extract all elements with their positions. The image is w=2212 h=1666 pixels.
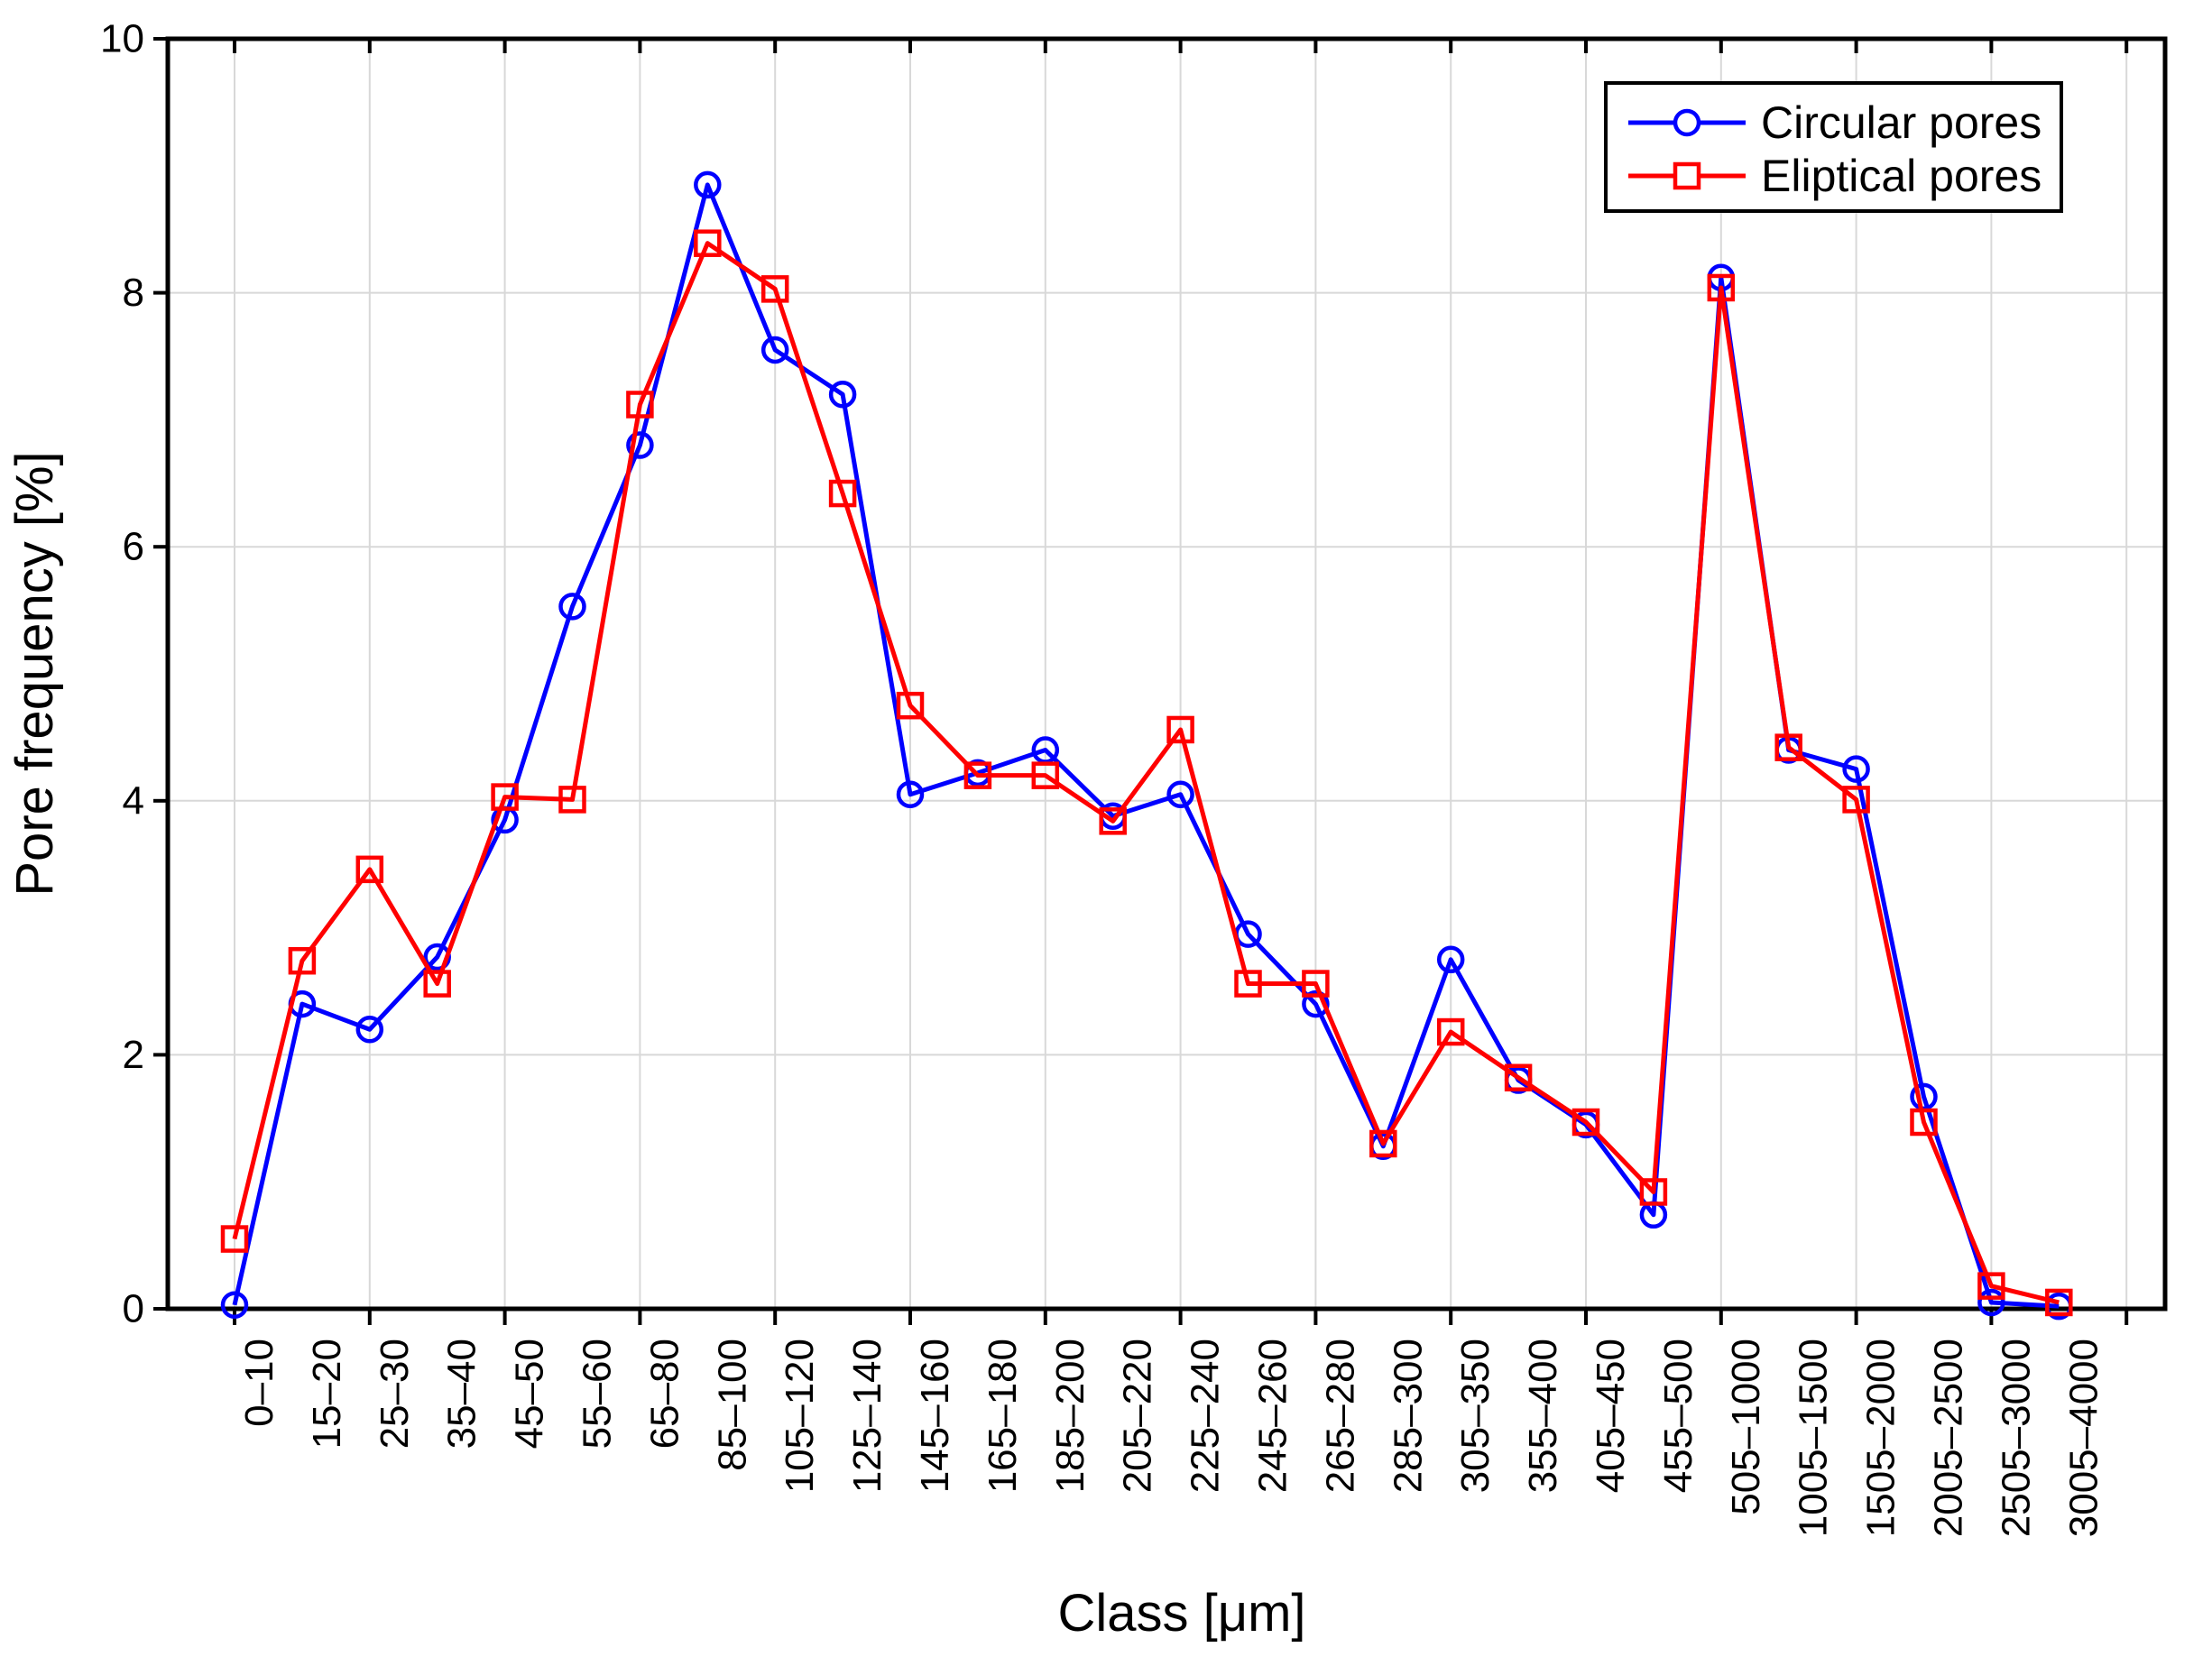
legend-box <box>1604 81 2063 213</box>
series-eliptical-pores-marker <box>1977 1272 2005 1300</box>
series-eliptical-pores-marker <box>491 783 519 811</box>
series-eliptical-pores-marker <box>626 391 654 419</box>
x-tick-label: 55–60 <box>576 1339 620 1449</box>
series-circular-pores-marker <box>760 336 789 364</box>
series-circular-pores-marker <box>1842 755 1870 783</box>
legend-label-eliptical-pores: Eliptical pores <box>1761 151 2041 201</box>
y-tick-label: 0 <box>123 1287 144 1331</box>
y-tick-label: 4 <box>123 778 144 823</box>
series-eliptical-pores-marker <box>760 275 789 303</box>
x-tick-label: 505–1000 <box>1724 1339 1768 1515</box>
series-eliptical-pores-marker <box>355 855 384 884</box>
y-tick-label: 2 <box>123 1033 144 1077</box>
series-circular-pores-marker <box>694 170 722 199</box>
series-eliptical-pores-marker <box>896 691 925 720</box>
series-eliptical-pores-marker <box>1639 1178 1668 1206</box>
series-circular-pores-marker <box>828 380 857 409</box>
x-tick-label: 125–140 <box>845 1339 889 1493</box>
x-tick-label: 205–220 <box>1116 1339 1160 1493</box>
series-eliptical-pores-marker <box>1302 970 1330 998</box>
x-tick-label: 65–80 <box>642 1339 687 1449</box>
series-eliptical-pores-marker <box>1369 1129 1397 1158</box>
x-tick-label: 3005–4000 <box>2061 1339 2106 1537</box>
legend-sample-circular-pores <box>1628 108 1746 137</box>
series-eliptical-pores-marker <box>288 946 317 975</box>
y-tick-label: 10 <box>100 17 144 61</box>
x-tick-label: 145–160 <box>913 1339 957 1493</box>
series-circular-pores-line <box>232 182 2060 1309</box>
x-tick-label: 265–280 <box>1318 1339 1362 1493</box>
x-tick-label: 85–100 <box>710 1339 754 1471</box>
series-layer <box>220 170 2073 1321</box>
x-tick-label: 45–50 <box>508 1339 552 1449</box>
series-eliptical-pores-marker <box>963 761 992 789</box>
series-eliptical-pores-marker <box>1504 1063 1533 1091</box>
x-tick-label: 405–450 <box>1589 1339 1633 1493</box>
series-eliptical-pores-line <box>232 241 2060 1305</box>
series-circular-pores-marker <box>896 780 925 809</box>
x-tick-label: 285–300 <box>1386 1339 1430 1493</box>
y-tick-label: 8 <box>123 271 144 315</box>
series-circular-pores-marker <box>558 593 586 621</box>
series-eliptical-pores-marker <box>1910 1108 1938 1137</box>
x-tick-label: 355–400 <box>1521 1339 1565 1493</box>
series-circular-pores-marker <box>626 431 654 459</box>
x-tick-label: 165–180 <box>981 1339 1025 1493</box>
x-tick-label: 225–240 <box>1184 1339 1228 1493</box>
series-eliptical-pores-marker <box>1234 970 1262 998</box>
grid-layer <box>168 39 2165 1309</box>
x-tick-label: 2005–2500 <box>1927 1339 1971 1537</box>
series-eliptical-pores-marker <box>1031 761 1060 789</box>
legend: Circular pores Eliptical pores <box>1604 81 2063 213</box>
series-circular-pores-marker <box>220 1291 249 1320</box>
x-tick-label: 185–200 <box>1048 1339 1092 1493</box>
x-tick-label: 105–120 <box>778 1339 822 1493</box>
frame-layer <box>153 36 2168 1325</box>
x-axis-title: Class [μm] <box>1057 1584 1305 1643</box>
legend-sample-eliptical-pores <box>1628 161 1746 190</box>
x-tick-label: 35–40 <box>440 1339 484 1449</box>
series-eliptical-pores-marker <box>220 1225 249 1253</box>
y-tick-label: 6 <box>123 525 144 569</box>
x-tick-label: 1005–1500 <box>1792 1339 1836 1537</box>
x-tick-label: 0–10 <box>237 1339 281 1427</box>
x-tick-label: 245–260 <box>1251 1339 1295 1493</box>
series-eliptical-pores-marker <box>1707 273 1736 302</box>
x-tick-label: 455–500 <box>1656 1339 1700 1493</box>
series-eliptical-pores-marker <box>1842 786 1870 814</box>
tick-label-layer: 0 2 4 6 8 10 0–10 15–20 25–30 35–40 45–50 55–60 65–8… <box>100 17 2106 1538</box>
x-tick-label: 1505–2000 <box>1859 1339 1903 1537</box>
series-circular-pores-marker <box>355 1015 384 1044</box>
x-tick-label: 25–30 <box>373 1339 417 1449</box>
legend-circle-marker-icon <box>1673 108 1701 137</box>
x-tick-label: 2505–3000 <box>1994 1339 2038 1537</box>
series-circular-pores-marker <box>1436 945 1465 974</box>
series-eliptical-pores-marker <box>1166 715 1194 744</box>
series-eliptical-pores-marker <box>1571 1108 1600 1137</box>
series-eliptical-pores-marker <box>558 786 586 814</box>
series-eliptical-pores-marker <box>1436 1017 1465 1046</box>
x-tick-label: 15–20 <box>305 1339 349 1449</box>
series-eliptical-pores-marker <box>1774 733 1802 761</box>
series-eliptical-pores-marker <box>828 479 857 508</box>
series-eliptical-pores-marker <box>423 970 451 998</box>
legend-label-circular-pores: Circular pores <box>1761 97 2041 148</box>
series-eliptical-pores-marker <box>694 229 722 257</box>
series-circular-pores-marker <box>1166 780 1194 809</box>
series-eliptical-pores-marker <box>2045 1288 2073 1317</box>
series-circular-pores-marker <box>1302 989 1330 1018</box>
series-circular-pores-marker <box>1977 1288 2005 1317</box>
y-axis-title: Pore frequency [%] <box>5 451 64 896</box>
series-eliptical-pores-marker <box>1099 807 1127 835</box>
plot-frame <box>165 36 2168 1312</box>
x-tick-label: 305–350 <box>1453 1339 1498 1493</box>
legend-square-marker-icon <box>1673 161 1701 190</box>
